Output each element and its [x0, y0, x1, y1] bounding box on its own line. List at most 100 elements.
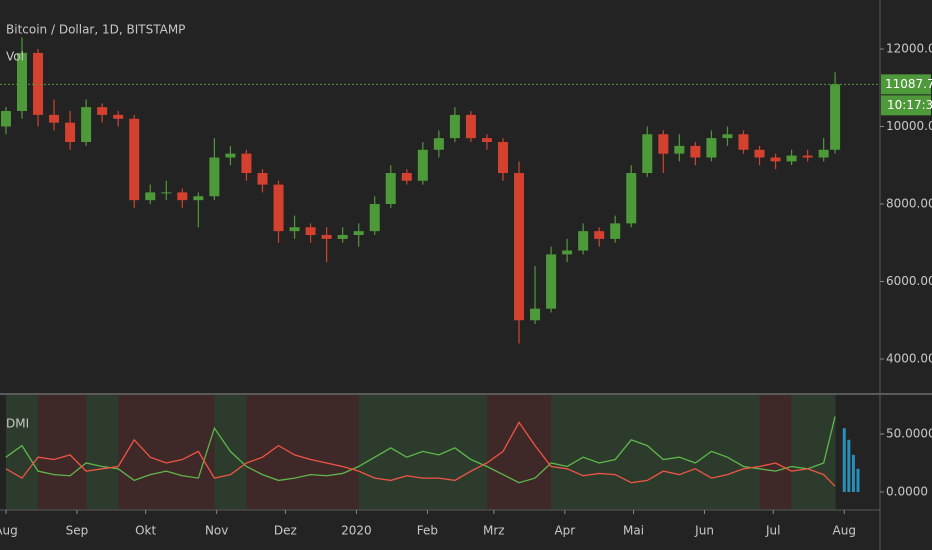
trend-zone	[54, 395, 71, 510]
trend-zone	[454, 395, 472, 510]
trend-zone	[342, 395, 360, 510]
candle-body	[65, 122, 76, 143]
trend-zone	[695, 395, 712, 510]
candle-body	[449, 114, 460, 139]
candle-body	[530, 308, 541, 321]
candle-body	[562, 250, 573, 255]
plot-layer	[0, 37, 880, 510]
candle-body	[674, 145, 685, 154]
candle-body	[770, 157, 781, 162]
x-tick-label: Jul	[765, 524, 780, 538]
trend-zone	[502, 395, 520, 510]
candle-body	[81, 107, 92, 143]
chart-title: Bitcoin / Dollar, 1D, BITSTAMP	[6, 23, 185, 37]
y-tick-label: 6000.00	[886, 274, 932, 288]
candle-body	[289, 227, 300, 232]
candle-body	[0, 111, 11, 127]
candle-body	[594, 231, 605, 239]
candle-body	[546, 254, 557, 309]
y-tick-label: 50.0000	[886, 426, 932, 440]
trend-zone	[823, 395, 836, 510]
trend-zone	[775, 395, 793, 510]
trend-zone	[727, 395, 744, 510]
candle-body	[706, 138, 717, 158]
trend-zone	[38, 395, 55, 510]
candle-body	[578, 231, 589, 251]
trend-zone	[310, 395, 328, 510]
candle-body	[145, 192, 156, 201]
candle-body	[97, 107, 108, 115]
adx-bar	[842, 428, 846, 493]
candle-body	[722, 134, 733, 139]
candle-body	[129, 118, 140, 201]
candle-body	[321, 235, 332, 239]
candle-body	[818, 149, 829, 158]
candle-body	[209, 157, 220, 197]
candle-body	[514, 173, 525, 321]
trend-zone	[631, 395, 648, 510]
trend-zone	[70, 395, 87, 510]
trend-zone	[358, 395, 376, 510]
adx-bar	[847, 439, 851, 493]
candle-body	[658, 134, 669, 154]
x-tick-label: Jun	[694, 524, 714, 538]
candle-body	[497, 142, 508, 174]
trend-zone	[21, 395, 39, 510]
trend-zone	[406, 395, 424, 510]
candle-body	[177, 192, 188, 201]
trend-zone	[166, 395, 183, 510]
y-tick-label: 8000.00	[886, 197, 932, 211]
candle-body	[754, 149, 765, 158]
trend-zone	[711, 395, 728, 510]
candle-body	[353, 231, 364, 236]
y-tick-label: 4000.00	[886, 352, 932, 366]
trend-zone	[214, 395, 231, 510]
candle-body	[690, 145, 701, 158]
candle-body	[161, 192, 172, 194]
timer-label: 10:17:38	[887, 98, 932, 112]
x-tick-label: Apr	[554, 524, 575, 538]
trend-zone	[567, 395, 584, 510]
candle-body	[642, 134, 653, 174]
x-tick-label: Sep	[66, 524, 89, 538]
candle-body	[786, 155, 797, 162]
candle-body	[802, 155, 813, 158]
trend-zone	[438, 395, 456, 510]
trend-zone	[551, 395, 568, 510]
trend-zone	[86, 395, 103, 510]
trend-zone	[134, 395, 151, 510]
trend-zone	[486, 395, 504, 510]
y-tick-label: 0.0000	[886, 485, 928, 499]
x-tick-label: 2020	[341, 524, 372, 538]
candle-body	[225, 153, 236, 158]
volume-label: Vol	[6, 50, 24, 64]
candle-body	[417, 149, 428, 181]
trend-zone	[519, 395, 536, 510]
trend-zone	[278, 395, 296, 510]
candle-body	[610, 223, 621, 239]
trend-zone	[422, 395, 440, 510]
candle-body	[193, 196, 204, 201]
candle-body	[273, 184, 284, 232]
candle-body	[257, 173, 268, 185]
x-tick-label: Aug	[833, 524, 856, 538]
candle-body	[626, 173, 637, 224]
candle-body	[830, 84, 841, 150]
trend-zone	[230, 395, 247, 510]
trend-zone	[615, 395, 632, 510]
trend-zone	[759, 395, 777, 510]
x-tick-label: Nov	[205, 524, 228, 538]
trend-zone	[294, 395, 312, 510]
trend-zone	[791, 395, 809, 510]
timer-box	[881, 95, 931, 116]
x-tick-label: Mrz	[483, 524, 505, 538]
candle-body	[369, 204, 380, 232]
candle-body	[433, 138, 444, 150]
y-tick-label: 12000.00	[886, 42, 932, 56]
candle-body	[401, 173, 412, 181]
trend-zone	[182, 395, 199, 510]
trend-zone	[326, 395, 344, 510]
trend-zone	[743, 395, 761, 510]
trend-zone	[679, 395, 696, 510]
